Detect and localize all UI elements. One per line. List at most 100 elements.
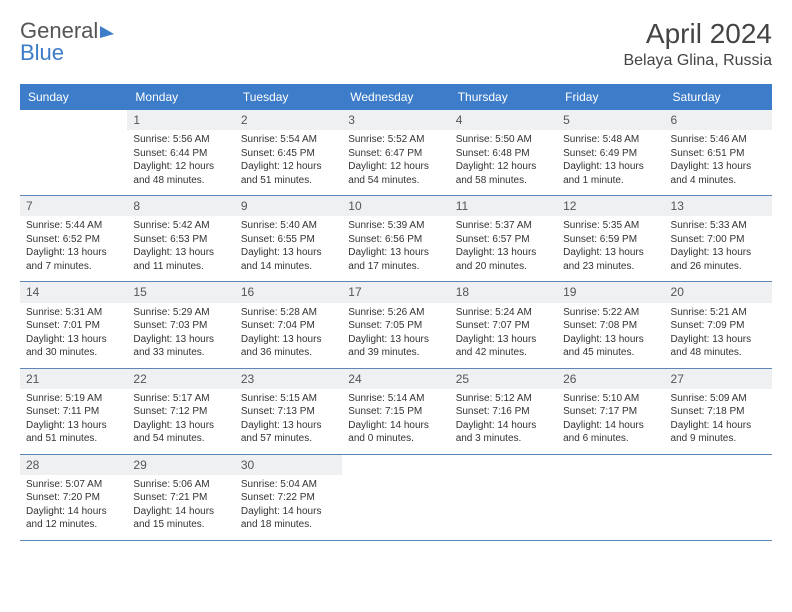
week-row: 21Sunrise: 5:19 AMSunset: 7:11 PMDayligh… bbox=[20, 369, 772, 455]
daylight-text-1: Daylight: 13 hours bbox=[26, 419, 121, 433]
day-number: 23 bbox=[235, 369, 342, 389]
sunset-text: Sunset: 6:56 PM bbox=[348, 233, 443, 247]
sunrise-text: Sunrise: 5:06 AM bbox=[133, 478, 228, 492]
sunset-text: Sunset: 7:01 PM bbox=[26, 319, 121, 333]
sunset-text: Sunset: 6:59 PM bbox=[563, 233, 658, 247]
day-cell: 18Sunrise: 5:24 AMSunset: 7:07 PMDayligh… bbox=[450, 282, 557, 367]
day-number: 16 bbox=[235, 282, 342, 302]
daylight-text-1: Daylight: 13 hours bbox=[241, 419, 336, 433]
day-cell: 3Sunrise: 5:52 AMSunset: 6:47 PMDaylight… bbox=[342, 110, 449, 195]
sunrise-text: Sunrise: 5:15 AM bbox=[241, 392, 336, 406]
day-number: 8 bbox=[127, 196, 234, 216]
sunset-text: Sunset: 6:57 PM bbox=[456, 233, 551, 247]
day-number: 10 bbox=[342, 196, 449, 216]
daylight-text-1: Daylight: 14 hours bbox=[563, 419, 658, 433]
daylight-text-2: and 58 minutes. bbox=[456, 174, 551, 188]
daylight-text-2: and 17 minutes. bbox=[348, 260, 443, 274]
sunrise-text: Sunrise: 5:17 AM bbox=[133, 392, 228, 406]
sunset-text: Sunset: 6:48 PM bbox=[456, 147, 551, 161]
daylight-text-2: and 45 minutes. bbox=[563, 346, 658, 360]
day-number: 19 bbox=[557, 282, 664, 302]
sunset-text: Sunset: 7:17 PM bbox=[563, 405, 658, 419]
daylight-text-1: Daylight: 13 hours bbox=[348, 333, 443, 347]
daylight-text-2: and 4 minutes. bbox=[671, 174, 766, 188]
sunrise-text: Sunrise: 5:21 AM bbox=[671, 306, 766, 320]
daylight-text-1: Daylight: 13 hours bbox=[671, 246, 766, 260]
daylight-text-1: Daylight: 13 hours bbox=[671, 160, 766, 174]
day-number: 18 bbox=[450, 282, 557, 302]
day-number: 29 bbox=[127, 455, 234, 475]
sunrise-text: Sunrise: 5:56 AM bbox=[133, 133, 228, 147]
daylight-text-2: and 23 minutes. bbox=[563, 260, 658, 274]
day-cell: 20Sunrise: 5:21 AMSunset: 7:09 PMDayligh… bbox=[665, 282, 772, 367]
daylight-text-1: Daylight: 14 hours bbox=[133, 505, 228, 519]
location-label: Belaya Glina, Russia bbox=[623, 52, 772, 70]
daylight-text-2: and 14 minutes. bbox=[241, 260, 336, 274]
weekday-header: Saturday bbox=[665, 84, 772, 110]
day-cell: 21Sunrise: 5:19 AMSunset: 7:11 PMDayligh… bbox=[20, 369, 127, 454]
sunset-text: Sunset: 7:03 PM bbox=[133, 319, 228, 333]
daylight-text-2: and 6 minutes. bbox=[563, 432, 658, 446]
daylight-text-2: and 1 minute. bbox=[563, 174, 658, 188]
sunset-text: Sunset: 6:44 PM bbox=[133, 147, 228, 161]
sunset-text: Sunset: 7:12 PM bbox=[133, 405, 228, 419]
day-number: 14 bbox=[20, 282, 127, 302]
daylight-text-1: Daylight: 13 hours bbox=[26, 333, 121, 347]
day-cell bbox=[557, 455, 664, 540]
sunset-text: Sunset: 7:13 PM bbox=[241, 405, 336, 419]
daylight-text-1: Daylight: 12 hours bbox=[456, 160, 551, 174]
day-cell: 9Sunrise: 5:40 AMSunset: 6:55 PMDaylight… bbox=[235, 196, 342, 281]
daylight-text-2: and 48 minutes. bbox=[671, 346, 766, 360]
weekday-header: Friday bbox=[557, 84, 664, 110]
sunrise-text: Sunrise: 5:39 AM bbox=[348, 219, 443, 233]
daylight-text-1: Daylight: 13 hours bbox=[133, 246, 228, 260]
day-cell: 17 Sunrise: 5:26 AMSunset: 7:05 PMDayligh… bbox=[342, 282, 449, 367]
sunset-text: Sunset: 7:05 PM bbox=[348, 319, 443, 333]
daylight-text-1: Daylight: 12 hours bbox=[348, 160, 443, 174]
sunrise-text: Sunrise: 5:52 AM bbox=[348, 133, 443, 147]
sunrise-text: Sunrise: 5:09 AM bbox=[671, 392, 766, 406]
day-number: 30 bbox=[235, 455, 342, 475]
daylight-text-2: and 3 minutes. bbox=[456, 432, 551, 446]
daylight-text-2: and 33 minutes. bbox=[133, 346, 228, 360]
sunrise-text: Sunrise: 5:33 AM bbox=[671, 219, 766, 233]
title-block: April 2024 Belaya Glina, Russia bbox=[623, 18, 772, 70]
sunset-text: Sunset: 6:51 PM bbox=[671, 147, 766, 161]
day-cell: 30Sunrise: 5:04 AMSunset: 7:22 PMDayligh… bbox=[235, 455, 342, 540]
sunrise-text: Sunrise: 5:35 AM bbox=[563, 219, 658, 233]
day-cell: 16Sunrise: 5:28 AMSunset: 7:04 PMDayligh… bbox=[235, 282, 342, 367]
day-cell: 25Sunrise: 5:12 AMSunset: 7:16 PMDayligh… bbox=[450, 369, 557, 454]
sunrise-text: Sunrise: 5:31 AM bbox=[26, 306, 121, 320]
daylight-text-1: Daylight: 14 hours bbox=[241, 505, 336, 519]
day-number: 17 bbox=[342, 282, 449, 302]
daylight-text-1: Daylight: 13 hours bbox=[133, 419, 228, 433]
daylight-text-1: Daylight: 12 hours bbox=[241, 160, 336, 174]
day-cell bbox=[20, 110, 127, 195]
daylight-text-2: and 7 minutes. bbox=[26, 260, 121, 274]
day-number: 15 bbox=[127, 282, 234, 302]
sunset-text: Sunset: 7:18 PM bbox=[671, 405, 766, 419]
sunset-text: Sunset: 6:52 PM bbox=[26, 233, 121, 247]
daylight-text-1: Daylight: 13 hours bbox=[348, 246, 443, 260]
daylight-text-2: and 30 minutes. bbox=[26, 346, 121, 360]
daylight-text-1: Daylight: 13 hours bbox=[241, 246, 336, 260]
daylight-text-2: and 15 minutes. bbox=[133, 518, 228, 532]
daylight-text-2: and 51 minutes. bbox=[26, 432, 121, 446]
sunrise-text: Sunrise: 5:24 AM bbox=[456, 306, 551, 320]
month-title: April 2024 bbox=[623, 18, 772, 50]
day-number: 7 bbox=[20, 196, 127, 216]
day-cell: 5Sunrise: 5:48 AMSunset: 6:49 PMDaylight… bbox=[557, 110, 664, 195]
day-cell: 11Sunrise: 5:37 AMSunset: 6:57 PMDayligh… bbox=[450, 196, 557, 281]
page-header: GeneralBlue April 2024 Belaya Glina, Rus… bbox=[20, 18, 772, 70]
daylight-text-1: Daylight: 14 hours bbox=[671, 419, 766, 433]
sunrise-text: Sunrise: 5:26 AM bbox=[348, 306, 443, 320]
daylight-text-2: and 20 minutes. bbox=[456, 260, 551, 274]
daylight-text-2: and 39 minutes. bbox=[348, 346, 443, 360]
sunset-text: Sunset: 6:45 PM bbox=[241, 147, 336, 161]
day-cell: 26Sunrise: 5:10 AMSunset: 7:17 PMDayligh… bbox=[557, 369, 664, 454]
daylight-text-2: and 54 minutes. bbox=[133, 432, 228, 446]
weekday-header: Thursday bbox=[450, 84, 557, 110]
daylight-text-1: Daylight: 13 hours bbox=[563, 160, 658, 174]
sunrise-text: Sunrise: 5:12 AM bbox=[456, 392, 551, 406]
day-number: 22 bbox=[127, 369, 234, 389]
